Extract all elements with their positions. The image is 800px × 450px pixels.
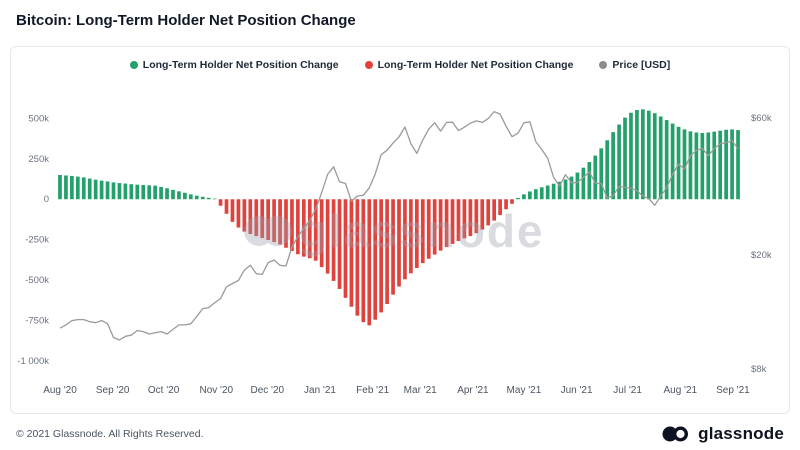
svg-text:-1 000k: -1 000k xyxy=(17,356,49,367)
glassnode-brand[interactable]: glassnode xyxy=(661,424,784,444)
svg-text:Aug '20: Aug '20 xyxy=(43,385,77,396)
svg-text:$8k: $8k xyxy=(751,364,767,375)
svg-text:Mar '21: Mar '21 xyxy=(404,385,437,396)
svg-text:Aug '21: Aug '21 xyxy=(663,385,697,396)
svg-text:-250k: -250k xyxy=(25,235,49,246)
svg-text:Nov '20: Nov '20 xyxy=(200,385,234,396)
glassnode-logo-icon xyxy=(662,426,689,442)
legend-label-net-position-negative: Long-Term Holder Net Position Change xyxy=(377,59,574,71)
glassnode-wordmark: glassnode xyxy=(698,424,784,443)
legend-label-net-position-positive: Long-Term Holder Net Position Change xyxy=(142,59,339,71)
legend-item-net-position-positive[interactable]: Long-Term Holder Net Position Change xyxy=(129,59,339,71)
svg-text:Jun '21: Jun '21 xyxy=(561,385,593,396)
svg-text:$20k: $20k xyxy=(751,250,772,261)
svg-text:500k: 500k xyxy=(28,113,49,124)
glassnode-watermark: glassnode xyxy=(244,205,545,257)
svg-text:Jul '21: Jul '21 xyxy=(613,385,642,396)
svg-text:May '21: May '21 xyxy=(507,385,542,396)
chart-legend: Long-Term Holder Net Position Change Lon… xyxy=(11,59,789,71)
legend-label-price-usd: Price [USD] xyxy=(612,59,671,71)
svg-text:-750k: -750k xyxy=(25,316,49,327)
svg-text:Jan '21: Jan '21 xyxy=(304,385,336,396)
page-title: Bitcoin: Long-Term Holder Net Position C… xyxy=(16,12,356,29)
left-axis-ticks: 500k 250k 0 -250k -500k -750k -1 000k xyxy=(17,113,49,367)
svg-text:Sep '20: Sep '20 xyxy=(96,385,130,396)
right-axis-ticks: $60k $20k $8k xyxy=(751,113,772,375)
legend-dot-gray-icon xyxy=(599,61,608,69)
svg-text:-500k: -500k xyxy=(25,275,49,286)
x-axis-ticks: Aug '20 Sep '20 Oct '20 Nov '20 Dec '20 Jan '… xyxy=(43,385,750,396)
svg-text:glassnode: glassnode xyxy=(299,205,545,257)
svg-text:$60k: $60k xyxy=(751,113,772,124)
chart-svg: glassnode 500k 250k 0 -250k -500k -750k -1 000k… xyxy=(17,109,772,396)
svg-text:250k: 250k xyxy=(28,154,49,165)
svg-text:0: 0 xyxy=(44,194,49,205)
svg-text:Feb '21: Feb '21 xyxy=(356,385,389,396)
svg-text:Oct '20: Oct '20 xyxy=(148,385,180,396)
svg-text:Sep '21: Sep '21 xyxy=(716,385,750,396)
chart-plot-area[interactable]: glassnode 500k 250k 0 -250k -500k -750k -1 000k… xyxy=(11,81,787,411)
legend-dot-red-icon xyxy=(364,61,373,69)
svg-text:Apr '21: Apr '21 xyxy=(457,385,489,396)
svg-text:Dec '20: Dec '20 xyxy=(251,385,285,396)
chart-card: Long-Term Holder Net Position Change Lon… xyxy=(10,46,790,414)
copyright-text: © 2021 Glassnode. All Rights Reserved. xyxy=(16,428,204,440)
legend-dot-green-icon xyxy=(129,61,138,69)
legend-item-net-position-negative[interactable]: Long-Term Holder Net Position Change xyxy=(364,59,574,71)
legend-item-price-usd[interactable]: Price [USD] xyxy=(599,59,670,71)
price-line xyxy=(59,111,739,341)
